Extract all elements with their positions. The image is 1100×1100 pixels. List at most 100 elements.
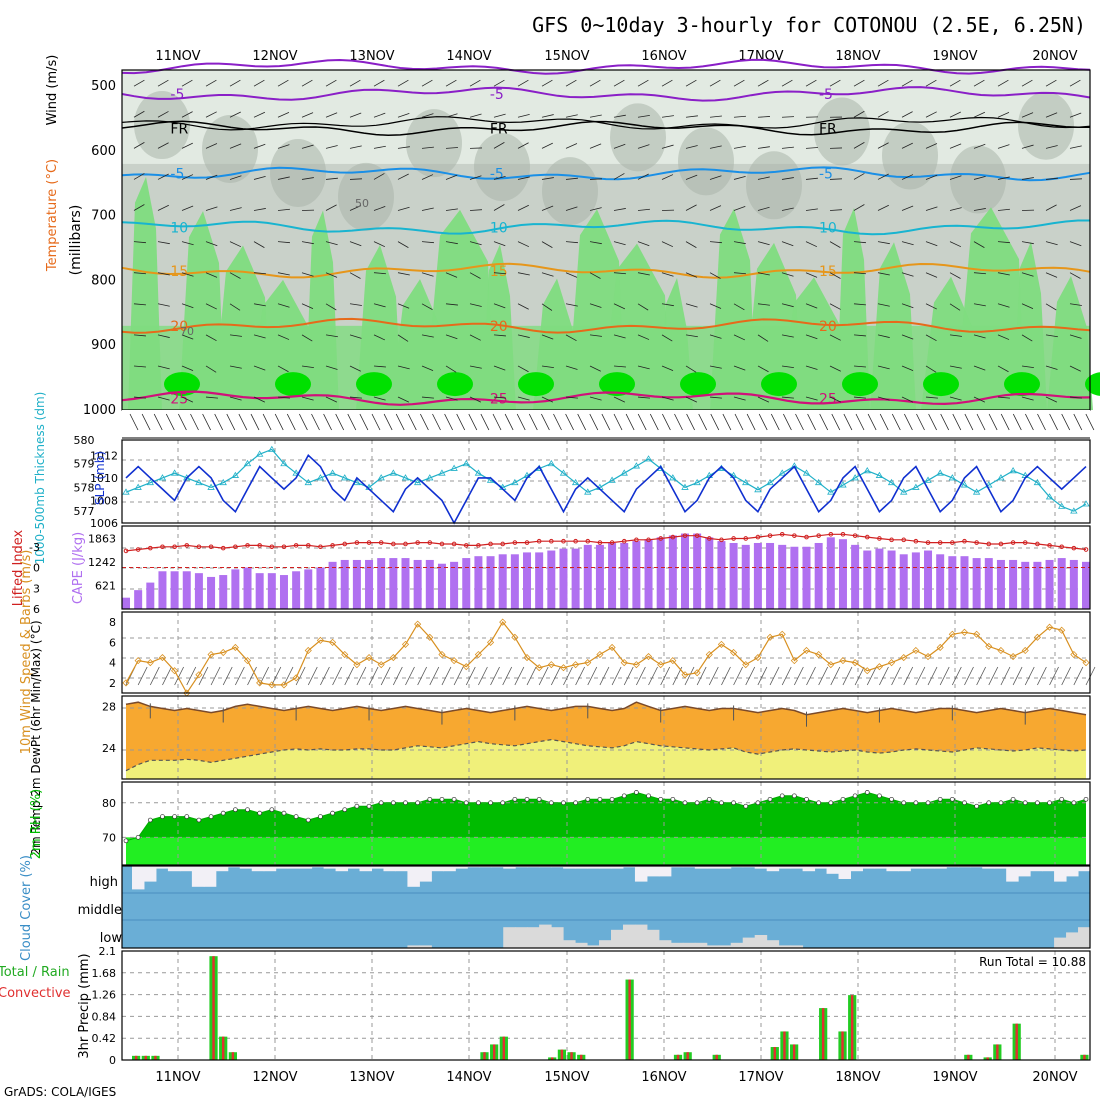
upper-wind-barb	[445, 396, 458, 401]
wind-speed-marker	[657, 661, 665, 669]
cloud-low-bar	[694, 942, 708, 948]
temp2m-frame	[121, 695, 1091, 780]
upper-wind-barb	[1069, 334, 1082, 339]
surface-barb	[174, 666, 184, 686]
upper-wind-barb	[421, 207, 434, 211]
x-tick-label-bottom: 11NOV	[155, 1070, 200, 1085]
wind-speed-marker	[924, 652, 932, 661]
cape-bar	[122, 597, 130, 609]
thickness-marker	[948, 474, 957, 481]
upper-wind-barb	[349, 79, 361, 87]
upper-wind-barb	[685, 334, 698, 338]
upper-wind-barb	[421, 365, 434, 372]
lifted-marker	[804, 534, 809, 540]
isotherm-label: 15	[490, 264, 508, 280]
upper-wind-barb	[397, 146, 410, 149]
chart-title: GFS 0~10day 3-hourly for COTONOU (2.5E, …	[532, 13, 1086, 37]
wind-speed-marker	[875, 663, 883, 671]
surface-wind-barb	[226, 413, 236, 431]
upper-wind-barb	[373, 303, 386, 308]
surface-wind-barb	[444, 413, 453, 431]
upper-wind-barb	[181, 303, 194, 309]
wind-speed-marker	[1058, 626, 1066, 634]
cape-bar	[510, 554, 519, 609]
upper-wind-barb	[277, 365, 289, 373]
lifted-marker	[1047, 543, 1052, 548]
surface-wind-barb	[662, 413, 671, 431]
cloud-high-bar	[299, 866, 313, 869]
thickness-marker	[802, 469, 811, 476]
cloud-high-bar	[323, 866, 337, 869]
upper-wind-barb	[397, 206, 410, 211]
upper-wind-barb	[229, 143, 242, 149]
cloud-high-bar	[670, 866, 684, 868]
upper-wind-barb	[157, 111, 169, 118]
rh-saturated-cell	[356, 372, 392, 397]
upper-wind-barb	[133, 142, 145, 149]
upper-wind-barb	[901, 396, 914, 403]
rh-gray-cell	[338, 162, 394, 231]
rh2m-marker	[804, 796, 809, 802]
upper-wind-barb	[1069, 178, 1083, 180]
upper-wind-barb	[493, 272, 506, 275]
upper-wind-barb	[277, 303, 290, 308]
temp-tick-label: 28	[102, 700, 116, 713]
cloud-high-bar	[766, 866, 780, 872]
wind-speed-marker	[596, 650, 604, 659]
upper-wind-barb	[709, 396, 722, 399]
cloud-high-bar	[311, 866, 325, 868]
surface-wind-barb	[541, 413, 550, 431]
surface-barb	[660, 666, 671, 686]
lifted-marker	[196, 544, 202, 550]
thickness-marker	[778, 469, 786, 476]
surface-wind-barb	[710, 413, 720, 431]
surface-wind-barb	[480, 413, 490, 431]
rh-gray-cell	[202, 115, 258, 184]
wind-speed-marker	[353, 661, 361, 669]
upper-wind-barb	[277, 144, 290, 149]
upper-wind-barb	[757, 272, 770, 276]
upper-wind-barb	[301, 396, 314, 401]
upper-wind-barb	[373, 79, 385, 87]
cloud-high-bar	[706, 866, 720, 869]
upper-wind-barb	[1045, 365, 1058, 370]
thickness-marker	[1045, 493, 1054, 500]
upper-wind-barb	[157, 204, 169, 211]
cape-bar	[1021, 561, 1030, 609]
x-tick-label-top: 16NOV	[641, 49, 686, 64]
precip-convective-bar	[212, 956, 215, 1060]
lifted-marker	[427, 540, 433, 545]
upper-wind-barb	[709, 303, 722, 309]
upper-wind-barb	[229, 365, 242, 369]
lifted-marker	[597, 540, 603, 545]
rh-gray-cell	[950, 145, 1006, 214]
thickness-marker	[328, 469, 337, 476]
upper-wind-barb	[781, 365, 794, 369]
x-tick-label-top: 11NOV	[155, 49, 200, 64]
upper-wind-barb	[229, 207, 242, 211]
cape-bar	[875, 548, 884, 609]
rh-gray-cell	[678, 127, 734, 196]
lifted-marker	[658, 536, 663, 541]
cape-bar	[292, 571, 301, 609]
upper-wind-barb	[349, 303, 362, 306]
upper-wind-barb	[133, 303, 146, 306]
surface-barb	[866, 666, 877, 686]
rh2m-marker	[986, 800, 992, 806]
upper-wind-barb	[229, 334, 242, 337]
cloud-high-bar	[167, 866, 181, 872]
wind-speed-marker	[146, 659, 154, 667]
surface-barb	[793, 666, 804, 686]
upper-wind-barb	[925, 79, 937, 87]
upper-wind-barb	[253, 79, 265, 87]
cape-bar	[851, 544, 860, 609]
rh2m-marker	[828, 800, 834, 806]
upper-wind-barb	[1045, 112, 1058, 118]
rh2m-marker	[634, 790, 639, 795]
upper-wind-barb	[565, 334, 577, 342]
upper-wind-barb	[517, 241, 530, 248]
thickness-marker	[887, 478, 896, 486]
x-tick-label-top: 13NOV	[349, 49, 394, 64]
upper-wind-barb	[1021, 241, 1034, 245]
upper-wind-barb	[301, 144, 314, 149]
